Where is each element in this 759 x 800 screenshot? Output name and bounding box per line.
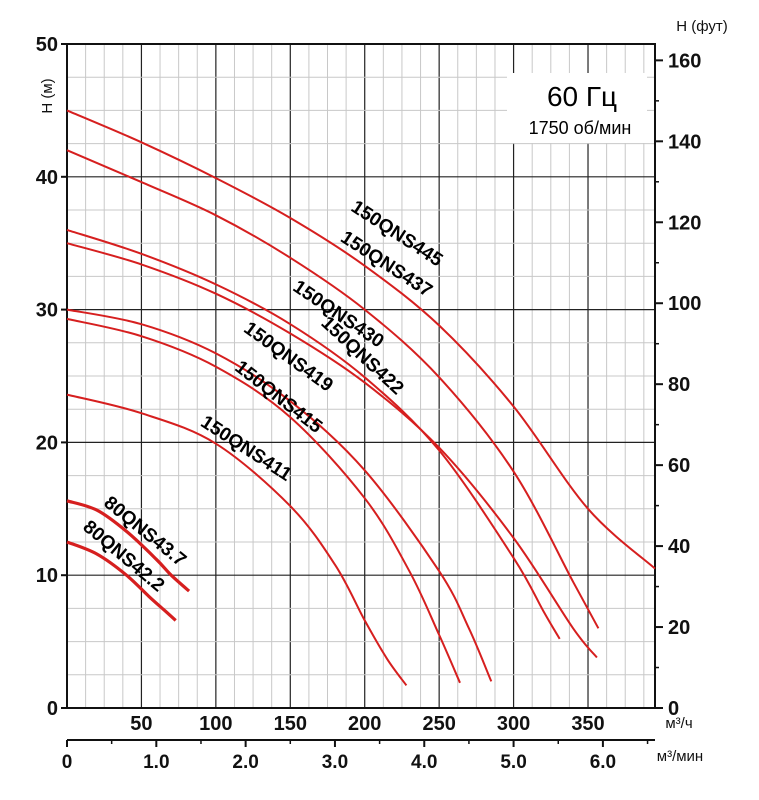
curve-150QNS415 <box>66 317 461 684</box>
y-right-tick-label: 20 <box>668 617 690 639</box>
curve-150QNS422 <box>66 242 598 659</box>
x-tick-label: 300 <box>497 713 530 735</box>
x-tick-label: 250 <box>422 713 455 735</box>
x-secondary-tick-label: 4.0 <box>411 752 437 773</box>
y-right-tick-label: 140 <box>668 131 701 153</box>
curve-80QNS42.2 <box>66 540 177 622</box>
x-secondary-tick-label: 1.0 <box>143 752 169 773</box>
curve-150QNS437 <box>66 149 600 629</box>
x-secondary-tick-label: 3.0 <box>322 752 348 773</box>
x-tick-label: 200 <box>348 713 381 735</box>
curve-150QNS445 <box>66 109 656 570</box>
y-axis-label-left: H (м) <box>39 78 56 113</box>
y-right-tick-label: 120 <box>668 212 701 234</box>
curve-label-layer: 150QNS445150QNS437150QNS430150QNS422150Q… <box>79 197 447 597</box>
plot-border <box>66 43 656 709</box>
chart-subtitle: 1750 об/мин <box>529 118 632 138</box>
title-box <box>507 73 647 143</box>
y-right-tick-label: 160 <box>668 50 701 72</box>
curve-label-150QNS411: 150QNS411 <box>197 412 296 486</box>
x-tick-label: 100 <box>199 713 232 735</box>
chart-title: 60 Гц <box>547 81 617 112</box>
y-axis-label-right: H (фут) <box>676 18 728 35</box>
grid <box>67 44 655 708</box>
y-tick-label: 40 <box>36 167 58 189</box>
y-tick-label: 0 <box>47 698 58 720</box>
x-axis-label-primary: м³/ч <box>665 715 692 732</box>
y-tick-label: 20 <box>36 432 58 454</box>
y-tick-label: 50 <box>36 34 58 56</box>
curve-150QNS419 <box>66 308 493 682</box>
y-tick-label: 30 <box>36 300 58 322</box>
curve-150QNS430 <box>66 228 561 640</box>
x-tick-label: 350 <box>571 713 604 735</box>
curve-80QNS43.7 <box>66 499 191 593</box>
y-right-tick-label: 100 <box>668 293 701 315</box>
x-secondary-tick-label: 6.0 <box>590 752 616 773</box>
x-axis-label-secondary: м³/мин <box>657 748 703 765</box>
x-secondary-tick-label: 0 <box>62 752 73 773</box>
x-secondary-tick-label: 2.0 <box>232 752 258 773</box>
y-right-tick-label: 40 <box>668 536 690 558</box>
axes-layer: 0 10 20 30 40 50 0 20 40 60 80 100 120 140 160 50 100 150… <box>36 34 702 773</box>
y-tick-label: 10 <box>36 565 58 587</box>
plot-frame <box>66 43 656 709</box>
y-right-tick-label: 80 <box>668 374 690 396</box>
curve-150QNS411 <box>66 393 408 686</box>
x-secondary-tick-label: 5.0 <box>500 752 526 773</box>
x-tick-label: 50 <box>130 713 152 735</box>
x-tick-label: 150 <box>274 713 307 735</box>
y-right-tick-label: 0 <box>668 698 679 720</box>
y-right-tick-label: 60 <box>668 455 690 477</box>
curve-layer <box>66 109 656 686</box>
